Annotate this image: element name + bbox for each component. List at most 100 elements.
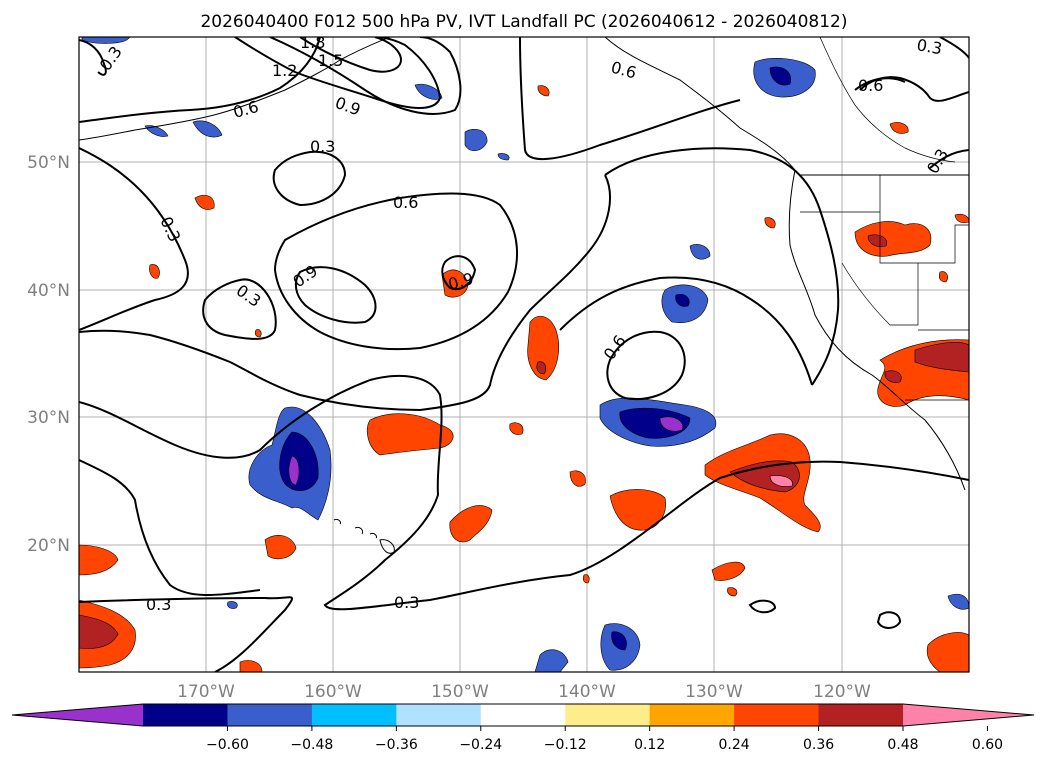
contour-0.9-closed xyxy=(294,266,377,324)
pos-blob xyxy=(938,271,948,283)
colorbar-swatch xyxy=(143,704,228,726)
colorbar-swatch xyxy=(227,704,313,726)
pos-blob xyxy=(449,505,493,543)
colorbar-swatch xyxy=(818,704,904,726)
pos-blob xyxy=(537,85,550,97)
contour-label: 1.2 xyxy=(272,61,297,80)
colorbar-tick-label: −0.36 xyxy=(375,737,418,753)
pos-core xyxy=(536,361,547,375)
contour-0.3-central xyxy=(79,374,969,611)
contour-0.3-south xyxy=(79,596,294,672)
pos-blob xyxy=(149,264,160,279)
colorbar-tick-label: −0.24 xyxy=(459,737,502,753)
contour-0.6-east-arc xyxy=(604,147,840,386)
pos-blob xyxy=(569,470,586,487)
pos-blob xyxy=(527,315,559,381)
map-frame xyxy=(78,36,970,673)
longitude-labels: 170°W 160°W 150°W 140°W 130°W 120°W xyxy=(177,682,871,702)
pos-blob xyxy=(954,213,969,224)
contour-0.6-closed xyxy=(273,192,518,351)
contour-0.3-corner xyxy=(79,39,107,76)
neg-blob xyxy=(414,83,443,100)
pos-core xyxy=(769,475,793,487)
hawaii-islands xyxy=(354,527,363,535)
contour-0.6-ne-2 xyxy=(854,77,906,91)
contour-small-closed xyxy=(748,599,777,614)
hawaii-islands xyxy=(333,519,341,525)
contour-0.6-northeast xyxy=(519,37,741,161)
map-panel: 0.3 1.8 1.5 1.2 0.6 0.9 0.3 0.6 0.3 0.9 … xyxy=(78,33,970,673)
north-america-coastline xyxy=(604,37,966,491)
lon-label: 120°W xyxy=(813,682,871,702)
neg-blob xyxy=(947,593,969,610)
contour-label: 0.3 xyxy=(394,593,419,612)
pos-blob xyxy=(711,561,746,581)
neg-core xyxy=(675,294,690,307)
lon-label: 150°W xyxy=(431,682,489,702)
neg-blob xyxy=(534,649,569,672)
neg-core xyxy=(659,416,684,432)
contour-0.3-ne xyxy=(939,37,969,59)
contour-0.6-mid xyxy=(79,174,611,412)
contour-0.3-closed xyxy=(202,278,277,340)
contour-0.9-north xyxy=(269,37,462,115)
contour-0.9-small xyxy=(441,255,477,290)
lon-label: 170°W xyxy=(177,682,235,702)
lat-label: 40°N xyxy=(27,281,70,301)
contour-0.6-closed-east xyxy=(606,330,686,401)
contour-label: 0.3 xyxy=(146,595,171,614)
positive-shading xyxy=(79,85,969,672)
colorbar-tick-label: −0.60 xyxy=(206,737,249,753)
colorbar-tick-label: −0.48 xyxy=(290,737,333,753)
colorbar-swatch xyxy=(649,704,735,726)
colorbar-tick-label: −0.12 xyxy=(544,737,587,753)
contour-0.3-northwest xyxy=(79,147,189,331)
neg-blob xyxy=(192,120,223,138)
lon-label: 130°W xyxy=(685,682,743,702)
neg-core xyxy=(288,455,300,486)
neg-blob xyxy=(227,601,238,609)
contour-0.3-closed-north xyxy=(272,150,347,207)
pos-core xyxy=(867,234,888,247)
neg-core xyxy=(769,66,792,86)
contour-0.3-east xyxy=(929,149,969,169)
pos-blob xyxy=(509,422,524,435)
colorbar-swatch xyxy=(565,704,651,726)
neg-blob xyxy=(497,153,510,161)
colorbar-tick-label: 0.60 xyxy=(972,737,1003,753)
contour-label: 1.8 xyxy=(300,33,325,52)
pos-blob xyxy=(194,195,215,210)
neg-core xyxy=(611,631,627,651)
colorbar-extend-max xyxy=(903,704,1034,726)
colorbar-tick-label: 0.24 xyxy=(719,737,750,753)
pos-blob xyxy=(582,574,590,584)
contour-label: 0.3 xyxy=(915,35,943,58)
contour-0.3-west xyxy=(79,459,261,596)
map-title: 2026040400 F012 500 hPa PV, IVT Landfall… xyxy=(200,12,847,32)
lon-label: 160°W xyxy=(304,682,362,702)
colorbar-swatch xyxy=(480,704,566,726)
contour-label: 0.6 xyxy=(858,76,883,95)
contour-0.3-east-arc xyxy=(559,276,813,386)
pos-blob xyxy=(764,217,776,229)
neg-blob xyxy=(144,125,169,137)
pos-blob xyxy=(79,544,119,576)
pos-blob xyxy=(264,535,297,560)
pos-blob xyxy=(854,221,932,257)
lon-label: 140°W xyxy=(558,682,616,702)
neg-blob xyxy=(689,244,711,260)
pos-core xyxy=(79,614,119,649)
lat-label: 50°N xyxy=(27,153,70,173)
contour-label: 0.6 xyxy=(393,193,418,212)
state-borders xyxy=(841,262,919,326)
gridlines xyxy=(79,37,969,672)
colorbar-swatch xyxy=(396,704,482,726)
colorbar: −0.60 −0.48 −0.36 −0.24 −0.12 0.12 0.24 0.36 0.4… xyxy=(11,703,1035,753)
canada-province-border xyxy=(819,37,956,163)
lat-label: 30°N xyxy=(27,408,70,428)
colorbar-tick-label: 0.48 xyxy=(887,737,918,753)
pos-core xyxy=(884,370,902,383)
contour-1.2-north xyxy=(234,37,442,109)
contour-label: 1.5 xyxy=(318,51,343,70)
